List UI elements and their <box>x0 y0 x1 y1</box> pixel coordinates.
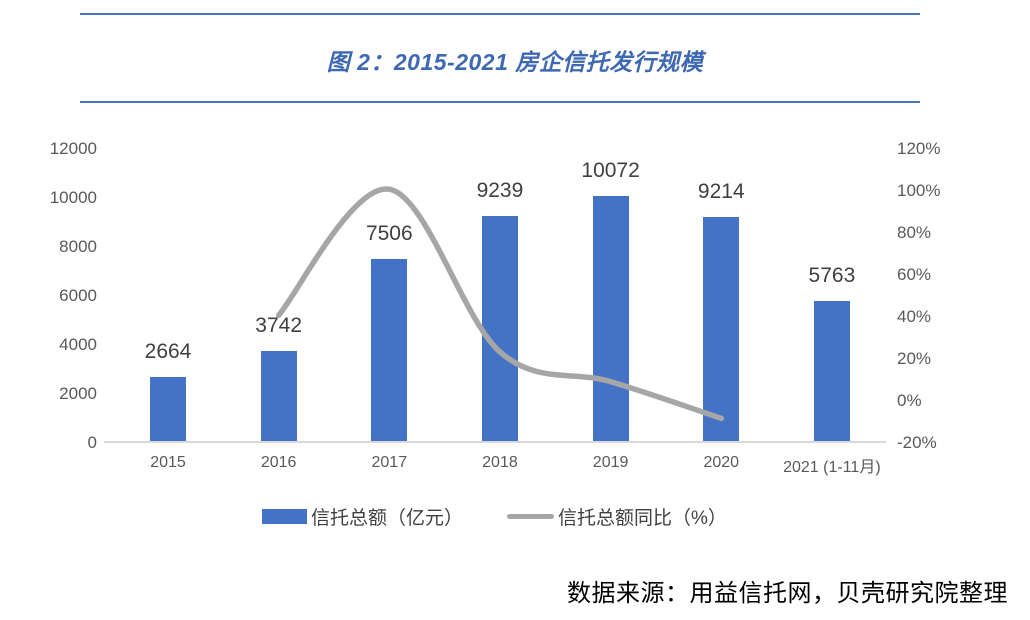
bar-value-label: 9214 <box>697 179 745 203</box>
bar-2016 <box>260 350 297 443</box>
legend-bar-label: 信托总额（亿元） <box>311 507 464 529</box>
chart-title: 图 2：2015-2021 房企信托发行规模 <box>326 49 704 75</box>
legend-item-line: 信托总额同比（%） <box>507 503 727 529</box>
left-axis-tick: 10000 <box>49 187 97 207</box>
right-axis-tick: -20% <box>897 432 937 452</box>
legend-item-bar: 信托总额（亿元） <box>262 503 463 529</box>
x-axis-label: 2020 <box>703 454 740 471</box>
x-axis-label: 2021 (1-11月) <box>783 459 881 476</box>
left-axis-tick: 0 <box>87 432 97 452</box>
x-axis-label: 2015 <box>150 454 186 471</box>
right-axis-tick: 0% <box>897 390 922 410</box>
x-axis-label: 2016 <box>260 454 297 471</box>
bar-2021 (1-11月) <box>813 301 850 443</box>
axis-baseline <box>104 441 886 443</box>
line-legend-swatch <box>507 513 554 519</box>
right-axis-tick: 100% <box>897 180 941 200</box>
right-axis-tick: 60% <box>897 264 932 284</box>
right-axis-tick: 120% <box>897 138 941 158</box>
x-axis-label: 2017 <box>371 454 408 471</box>
right-axis-tick: 40% <box>897 306 932 326</box>
bar-legend-swatch <box>262 508 307 524</box>
right-axis-tick: 80% <box>897 222 932 242</box>
left-axis-tick: 8000 <box>59 236 97 256</box>
x-axis-label: 2018 <box>482 454 518 471</box>
bar-2017 <box>371 258 408 443</box>
title-rule-bottom <box>80 101 920 103</box>
title-rule-top <box>80 13 920 15</box>
left-axis-tick: 4000 <box>59 334 97 354</box>
left-axis-tick: 2000 <box>59 383 97 403</box>
x-axis-label: 2019 <box>592 454 629 471</box>
right-axis-tick: 20% <box>897 348 932 368</box>
bar-value-label: 3742 <box>255 313 302 337</box>
bar-value-label: 5763 <box>808 264 856 288</box>
bar-2019 <box>592 195 629 443</box>
bar-value-label: 7506 <box>365 221 413 245</box>
bar-2020 <box>703 216 740 443</box>
bar-2018 <box>481 216 518 443</box>
bar-2015 <box>150 377 186 443</box>
bar-value-label: 2664 <box>144 340 192 364</box>
left-axis-tick: 12000 <box>49 138 97 158</box>
source-note: 数据来源：用益信托网，贝壳研究院整理 <box>567 580 1008 607</box>
legend-line-label: 信托总额同比（%） <box>558 507 727 529</box>
bar-value-label: 10072 <box>581 158 640 182</box>
left-axis-tick: 6000 <box>59 285 97 305</box>
